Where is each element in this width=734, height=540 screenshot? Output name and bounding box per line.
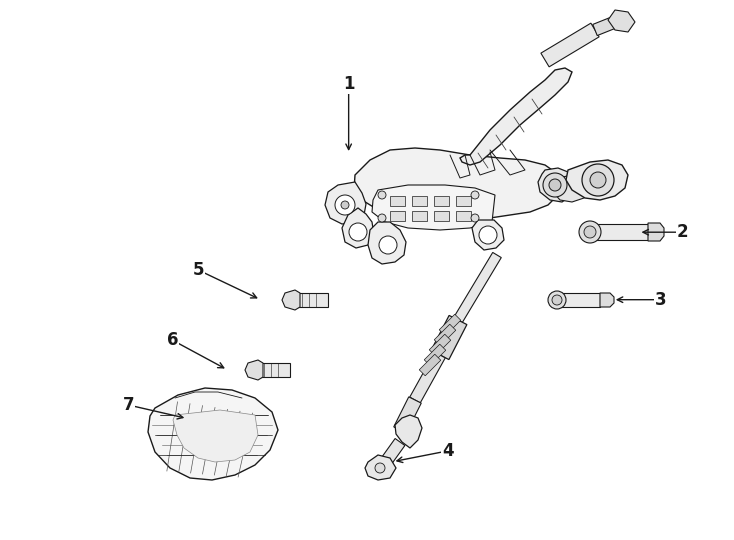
- Polygon shape: [173, 410, 258, 462]
- Polygon shape: [472, 220, 504, 250]
- Polygon shape: [258, 363, 290, 377]
- Circle shape: [584, 226, 596, 238]
- Circle shape: [543, 173, 567, 197]
- Polygon shape: [454, 252, 501, 322]
- Circle shape: [579, 221, 601, 243]
- Circle shape: [379, 236, 397, 254]
- Polygon shape: [295, 293, 328, 307]
- Polygon shape: [648, 223, 664, 241]
- Polygon shape: [395, 415, 422, 448]
- Polygon shape: [431, 315, 467, 360]
- Polygon shape: [538, 168, 575, 202]
- Polygon shape: [419, 354, 441, 376]
- Polygon shape: [435, 324, 456, 346]
- Bar: [390, 211, 405, 221]
- Bar: [434, 196, 449, 206]
- Polygon shape: [354, 148, 560, 220]
- Text: 3: 3: [655, 291, 666, 309]
- Circle shape: [341, 201, 349, 209]
- Bar: [456, 211, 471, 221]
- Text: 1: 1: [343, 75, 355, 93]
- Polygon shape: [410, 352, 446, 403]
- Circle shape: [582, 164, 614, 196]
- Circle shape: [590, 172, 606, 188]
- Polygon shape: [282, 290, 300, 310]
- Polygon shape: [541, 23, 599, 67]
- Bar: [412, 196, 427, 206]
- Circle shape: [349, 223, 367, 241]
- Text: 5: 5: [192, 261, 204, 279]
- Bar: [390, 196, 405, 206]
- Circle shape: [552, 295, 562, 305]
- Polygon shape: [148, 388, 278, 480]
- Polygon shape: [365, 455, 396, 480]
- Text: 7: 7: [123, 396, 134, 414]
- Polygon shape: [600, 293, 614, 307]
- Polygon shape: [325, 182, 366, 224]
- Text: 6: 6: [167, 331, 178, 349]
- Polygon shape: [555, 293, 600, 307]
- Circle shape: [549, 179, 561, 191]
- Bar: [412, 211, 427, 221]
- Polygon shape: [368, 222, 406, 264]
- Polygon shape: [372, 185, 495, 230]
- Polygon shape: [593, 15, 622, 36]
- Polygon shape: [439, 314, 461, 336]
- Polygon shape: [375, 438, 405, 474]
- Circle shape: [471, 191, 479, 199]
- Polygon shape: [460, 68, 572, 165]
- Circle shape: [548, 291, 566, 309]
- Polygon shape: [245, 360, 263, 380]
- Circle shape: [378, 214, 386, 222]
- Polygon shape: [342, 208, 374, 248]
- Polygon shape: [588, 224, 648, 240]
- Circle shape: [335, 195, 355, 215]
- Polygon shape: [566, 160, 628, 200]
- Text: 4: 4: [442, 442, 454, 460]
- Circle shape: [471, 214, 479, 222]
- Polygon shape: [424, 344, 446, 366]
- Polygon shape: [553, 175, 588, 202]
- Circle shape: [378, 191, 386, 199]
- Polygon shape: [393, 397, 421, 433]
- Text: 2: 2: [677, 223, 688, 241]
- Circle shape: [479, 226, 497, 244]
- Bar: [456, 196, 471, 206]
- Circle shape: [375, 463, 385, 473]
- Polygon shape: [429, 334, 451, 356]
- Bar: [434, 211, 449, 221]
- Polygon shape: [608, 10, 635, 32]
